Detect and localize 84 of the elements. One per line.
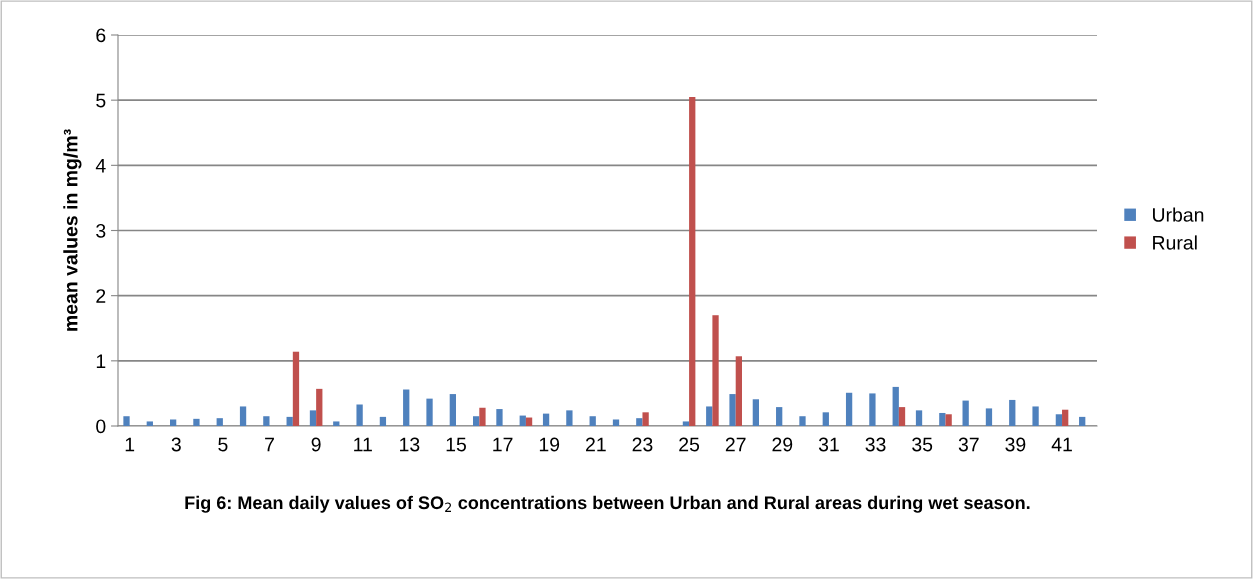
bar <box>286 416 293 426</box>
bar <box>333 421 340 426</box>
x-tick-label: 35 <box>912 437 933 452</box>
x-tick-label: 3 <box>171 437 181 452</box>
x-tick-label: 33 <box>865 437 886 452</box>
bar <box>915 410 923 426</box>
y-tick-label: 2 <box>96 289 106 303</box>
bar <box>403 389 410 426</box>
bar <box>776 407 783 426</box>
bar <box>1062 409 1069 426</box>
bar <box>566 410 573 426</box>
bar <box>239 406 247 426</box>
bar <box>1055 414 1063 426</box>
y-axis-title: mean values in mg/m³ <box>63 129 82 331</box>
bar <box>426 398 433 426</box>
bar <box>689 96 696 426</box>
x-tick-label: 23 <box>632 437 653 452</box>
bar <box>869 393 876 426</box>
x-tick-label: 25 <box>679 437 700 452</box>
legend-label: Urban <box>1153 207 1204 222</box>
y-tick-label: 6 <box>96 28 106 43</box>
legend-label: Rural <box>1153 235 1197 250</box>
bar <box>1079 416 1086 426</box>
bar <box>822 412 829 426</box>
x-tick-label: 1 <box>125 437 135 452</box>
bar <box>379 416 387 426</box>
bar <box>636 418 643 426</box>
bar <box>263 416 270 426</box>
bar <box>1032 406 1039 426</box>
y-tick-label: 1 <box>96 354 106 368</box>
x-tick-label: 13 <box>400 437 420 452</box>
x-tick-label: 17 <box>493 437 513 452</box>
x-tick-label: 29 <box>772 437 793 452</box>
text: Fig 6: Mean daily values of SO$_{2}$ concentrations between Urban and Rural areas during wet season. <box>185 495 1030 513</box>
bar <box>799 416 806 426</box>
bar <box>985 408 993 426</box>
x-tick-label: 9 <box>311 437 321 452</box>
x-tick-label: 15 <box>446 437 466 452</box>
x-tick-label: 7 <box>265 437 274 452</box>
x-tick-label: 27 <box>725 437 746 452</box>
bar <box>449 394 456 426</box>
bar <box>682 421 690 426</box>
bar <box>712 315 719 426</box>
bar <box>496 409 503 426</box>
bar <box>642 412 649 426</box>
bar <box>193 418 200 426</box>
bar <box>146 421 153 426</box>
x-tick-label: 11 <box>354 437 372 452</box>
bar <box>729 394 736 426</box>
bar <box>945 414 952 426</box>
x-tick-label: 41 <box>1051 437 1072 452</box>
bar <box>292 351 300 426</box>
bar <box>316 388 323 426</box>
bar <box>735 356 742 426</box>
bar <box>706 406 713 426</box>
bar <box>939 412 946 426</box>
x-tick-label: 5 <box>218 437 228 452</box>
bar <box>892 386 899 426</box>
bar <box>542 413 550 426</box>
bar <box>612 419 620 426</box>
x-tick-label: 31 <box>818 437 839 452</box>
y-tick-label: 4 <box>95 159 106 173</box>
x-tick-label: 19 <box>539 437 560 452</box>
bar <box>962 400 969 426</box>
bar <box>845 392 853 426</box>
bar <box>123 416 130 426</box>
y-tick-label: 0 <box>96 419 106 434</box>
bar <box>169 419 177 426</box>
bar <box>525 417 533 426</box>
y-tick-label: 3 <box>96 223 106 238</box>
bar <box>752 399 760 426</box>
x-tick-label: 37 <box>958 437 979 452</box>
bar <box>309 410 317 426</box>
bar <box>589 416 596 426</box>
bar <box>356 404 363 426</box>
y-tick-label: 5 <box>96 93 106 108</box>
bar <box>519 415 526 426</box>
bar <box>1009 399 1016 426</box>
bar <box>898 407 906 426</box>
bar <box>479 407 486 426</box>
bar <box>216 418 223 426</box>
x-tick-label: 21 <box>586 437 606 452</box>
x-tick-label: 39 <box>1005 437 1026 452</box>
bar <box>473 416 480 426</box>
